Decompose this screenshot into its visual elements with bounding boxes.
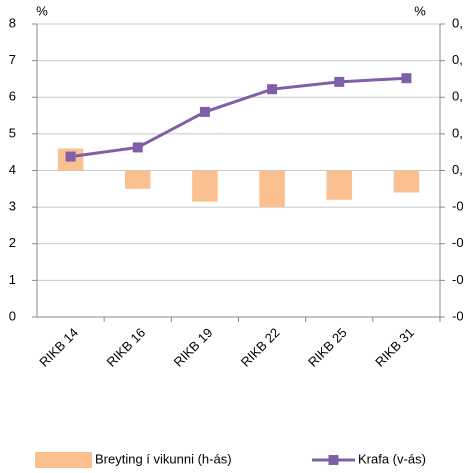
x-tick-label: RIKB 14	[36, 325, 81, 370]
y2-tick-label: -0	[452, 199, 464, 214]
y2-tick-label: 0,	[452, 52, 463, 67]
y-tick-label: 8	[9, 15, 16, 30]
left-unit: %	[36, 3, 48, 18]
grid	[37, 23, 440, 318]
marker	[401, 73, 412, 84]
marker	[267, 84, 278, 95]
bar	[192, 170, 218, 202]
y-tick-label: 7	[9, 52, 16, 67]
y-tick-label: 1	[9, 272, 16, 287]
y2-tick-label: -0	[452, 308, 464, 323]
marker	[65, 151, 76, 162]
bar	[124, 170, 151, 189]
bar	[259, 170, 285, 208]
y-tick-label: 6	[9, 89, 16, 104]
x-tick-label: RIKB 19	[171, 325, 216, 370]
line	[70, 76, 407, 159]
right-unit: %	[414, 3, 426, 18]
legend-label: Krafa (v-ás)	[358, 451, 426, 466]
x-tick-label: RIKB 16	[103, 325, 148, 370]
y2-tick-label: 0,	[452, 15, 463, 30]
y-tick-label: 0	[9, 308, 16, 323]
y2-tick-label: -0	[452, 272, 464, 287]
y-tick-label: 3	[9, 199, 16, 214]
y-tick-label: 5	[9, 125, 16, 140]
y2-tick-label: 0,	[452, 125, 463, 140]
x-tick-label: RIKB 22	[238, 325, 283, 370]
y-tick-label: 4	[9, 162, 16, 177]
bar	[393, 170, 420, 193]
marker	[334, 76, 345, 87]
bar	[326, 170, 353, 200]
legend-marker	[328, 455, 339, 465]
x-tick-label: RIKB 31	[372, 325, 417, 370]
y-tick-label: 2	[9, 235, 16, 250]
marker	[199, 106, 210, 117]
x-tick-label: RIKB 25	[305, 325, 350, 370]
marker	[132, 142, 143, 153]
y2-tick-label: -0	[452, 235, 464, 250]
legend-swatch	[35, 452, 92, 468]
legend-label: Breyting í vikunni (h-ás)	[95, 451, 232, 466]
y2-tick-label: 0,	[452, 162, 463, 177]
y2-tick-label: 0,	[452, 89, 463, 104]
